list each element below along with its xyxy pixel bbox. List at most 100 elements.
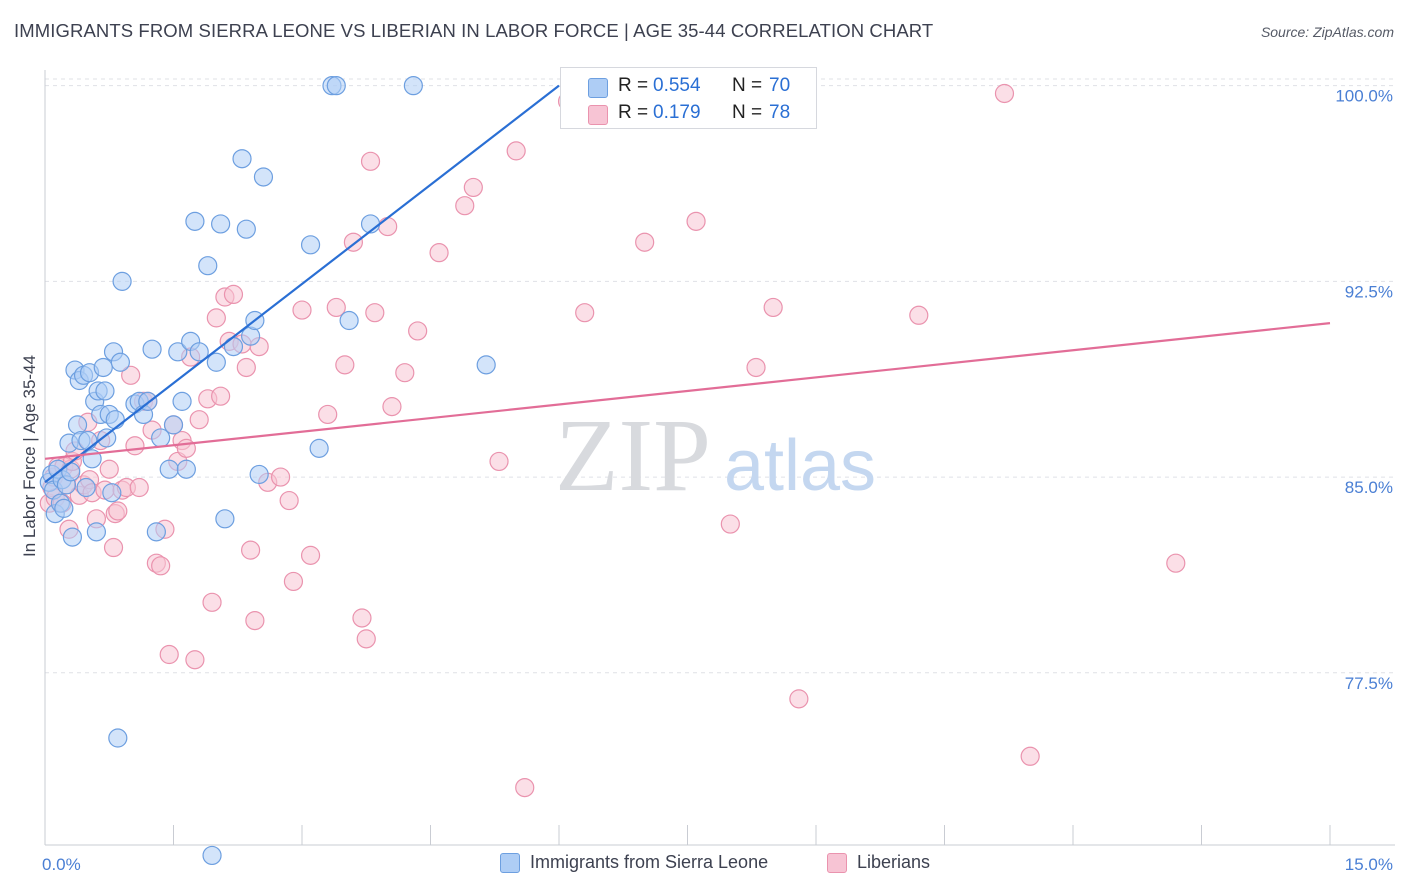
liberian-point[interactable]: [763, 297, 783, 318]
liberian-point[interactable]: [635, 232, 655, 252]
liberian-point[interactable]: [352, 608, 372, 628]
sierra-leone-point[interactable]: [223, 336, 244, 357]
liberian-point[interactable]: [176, 438, 196, 458]
liberian-point[interactable]: [270, 467, 291, 487]
sierra-leone-point[interactable]: [78, 430, 98, 451]
sierra-leone-point[interactable]: [189, 342, 209, 362]
liberian-point[interactable]: [378, 216, 398, 237]
liberian-point[interactable]: [206, 308, 226, 328]
liberian-point[interactable]: [185, 650, 205, 670]
liberian-point[interactable]: [455, 196, 475, 216]
liberian-point[interactable]: [506, 141, 526, 161]
liberian-point[interactable]: [99, 459, 119, 479]
sierra-leone-point[interactable]: [93, 357, 113, 378]
liberian-point[interactable]: [236, 357, 256, 378]
sierra-leone-point[interactable]: [159, 459, 179, 479]
sierra-leone-point[interactable]: [249, 464, 269, 485]
sierra-leone-point[interactable]: [339, 310, 359, 331]
sierra-leone-point[interactable]: [172, 391, 192, 411]
sierra-leone-point[interactable]: [86, 522, 107, 542]
liberian-point[interactable]: [429, 243, 449, 263]
liberian-point[interactable]: [365, 303, 385, 323]
liberian-point[interactable]: [360, 151, 381, 171]
liberian-point[interactable]: [202, 592, 222, 612]
liberian-point[interactable]: [515, 777, 535, 798]
liberian-point[interactable]: [326, 297, 346, 318]
sierra-leone-point[interactable]: [232, 149, 252, 169]
sierra-leone-point[interactable]: [198, 256, 218, 276]
sierra-leone-point[interactable]: [215, 509, 235, 529]
sierra-leone-point[interactable]: [61, 462, 81, 482]
sierra-leone-point[interactable]: [112, 271, 132, 291]
liberian-point[interactable]: [463, 177, 483, 198]
sierra-leone-point[interactable]: [105, 410, 125, 430]
sierra-leone-point[interactable]: [206, 352, 226, 372]
liberian-point[interactable]: [241, 540, 261, 560]
liberian-point[interactable]: [283, 571, 304, 592]
sierra-leone-point[interactable]: [211, 214, 231, 234]
legend-r-value: 0.554: [653, 75, 701, 96]
liberian-point[interactable]: [279, 490, 299, 511]
sierra-leone-point[interactable]: [403, 76, 423, 96]
liberian-point[interactable]: [300, 545, 321, 565]
sierra-leone-point[interactable]: [67, 415, 88, 435]
liberian-point[interactable]: [1166, 553, 1186, 573]
sierra-leone-point[interactable]: [102, 483, 122, 503]
sierra-leone-point[interactable]: [108, 728, 128, 748]
sierra-leone-point[interactable]: [202, 845, 222, 866]
liberian-point[interactable]: [292, 300, 312, 320]
sierra-leone-point[interactable]: [54, 498, 74, 518]
liberian-point[interactable]: [720, 514, 740, 534]
watermark: ZIP atlas: [555, 398, 876, 513]
liberian-point[interactable]: [129, 477, 149, 498]
liberian-point[interactable]: [489, 451, 509, 472]
sierra-leone-point[interactable]: [476, 355, 496, 375]
liberian-point[interactable]: [318, 404, 338, 425]
sierra-leone-point[interactable]: [95, 381, 115, 401]
liberian-point[interactable]: [382, 397, 402, 417]
liberian-point[interactable]: [223, 284, 244, 305]
sierra-leone-point[interactable]: [142, 339, 162, 359]
sierra-leone-point[interactable]: [185, 211, 205, 231]
liberian-point[interactable]: [151, 556, 171, 576]
liberian-point[interactable]: [575, 303, 595, 323]
liberian-point[interactable]: [245, 610, 265, 631]
sierra-leone-point[interactable]: [309, 438, 329, 458]
sierra-leone-point[interactable]: [110, 352, 130, 372]
sierra-leone-point[interactable]: [146, 522, 166, 542]
sierra-leone-point[interactable]: [97, 428, 117, 448]
liberian-point[interactable]: [1020, 746, 1040, 766]
sierra-leone-point[interactable]: [163, 415, 184, 435]
legend-item-sierra-leone[interactable]: Immigrants from Sierra Leone: [500, 852, 768, 873]
trend-lines: [44, 84, 1331, 484]
sierra-leone-point[interactable]: [236, 219, 256, 239]
liberian-point[interactable]: [103, 537, 124, 558]
sierra-leone-point[interactable]: [168, 342, 188, 362]
liberian-point[interactable]: [746, 357, 766, 378]
liberian-point[interactable]: [356, 629, 376, 649]
sierra-leone-point[interactable]: [62, 527, 83, 547]
sierra-leone-point[interactable]: [176, 459, 196, 479]
liberian-point[interactable]: [189, 410, 209, 430]
liberian-point[interactable]: [994, 83, 1015, 104]
sierra-leone-point[interactable]: [253, 167, 274, 187]
liberian-point[interactable]: [125, 436, 145, 456]
liberian-point[interactable]: [789, 689, 809, 709]
liberian-point[interactable]: [335, 355, 355, 375]
legend-row-liberians: R = 0.179 N = 78: [561, 100, 816, 128]
liberian-point[interactable]: [686, 211, 706, 231]
sierra-leone-point[interactable]: [326, 76, 346, 96]
liberian-point[interactable]: [159, 644, 179, 665]
liberian-point[interactable]: [408, 321, 428, 341]
liberian-point[interactable]: [211, 386, 231, 406]
sierra-leone-point[interactable]: [300, 235, 321, 255]
sierra-leone-trend-line: [44, 84, 560, 484]
legend-item-liberians[interactable]: Liberians: [827, 852, 930, 873]
liberian-point[interactable]: [395, 363, 415, 383]
sierra-leone-point[interactable]: [76, 477, 96, 498]
liberian-point[interactable]: [909, 305, 929, 325]
liberian-point[interactable]: [108, 501, 128, 521]
watermark-atlas: atlas: [724, 426, 876, 506]
liberian-point[interactable]: [121, 365, 141, 385]
